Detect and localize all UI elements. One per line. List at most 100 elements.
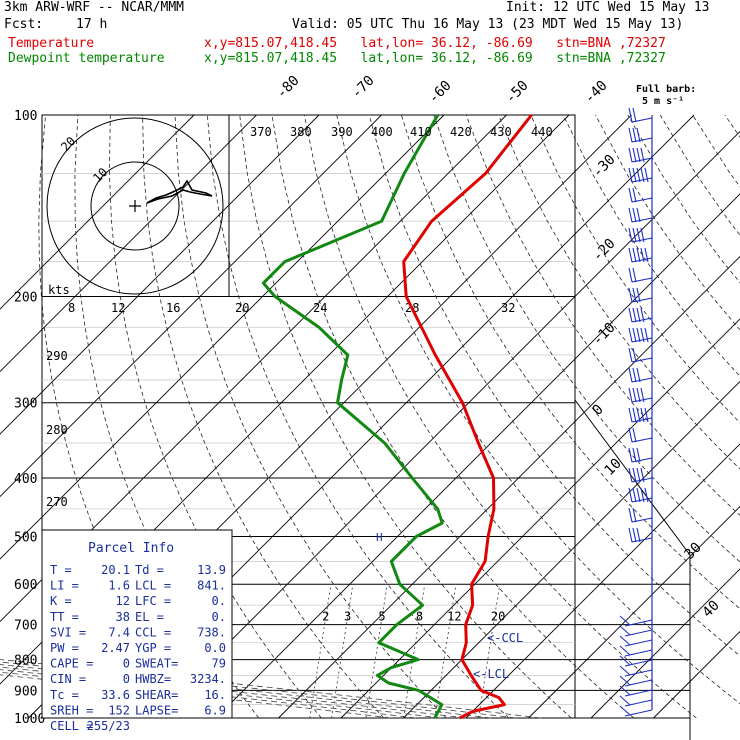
dry-adiabat (465, 114, 740, 516)
parcel-field-label: SVI = (50, 625, 86, 639)
forecast-label: Fcst: (4, 17, 44, 32)
parcel-field-value: 0.0 (204, 641, 226, 655)
parcel-field-value: 6.9 (204, 703, 226, 717)
isotherm-line (0, 114, 445, 560)
wind-barb-icon (628, 347, 653, 363)
wind-barb-icon (619, 625, 653, 637)
pressure-tick-label: 900 (14, 684, 37, 699)
isotherm-line (590, 568, 740, 719)
parcel-field-value: 255/23 (87, 719, 130, 733)
dewpoint-legend-info: x,y=815.07,418.45 lat,lon= 36.12, -86.69… (204, 51, 666, 66)
isotherm-line (465, 443, 740, 719)
parcel-field-label: HWBZ= (135, 672, 171, 686)
isotherm-label: -80 (274, 73, 303, 102)
dry-adiabat (142, 114, 385, 719)
parcel-field-value: 2.47 (101, 641, 130, 655)
wind-barb-icon (619, 615, 653, 627)
parcel-field-label: LI = (50, 579, 79, 593)
theta-label: 380 (290, 125, 312, 139)
pressure-tick-label: 400 (14, 472, 37, 487)
isotherm-label: -20 (590, 236, 619, 265)
parcel-field-label: YGP = (135, 641, 171, 655)
parcel-field-label: CIN = (50, 672, 86, 686)
parcel-field-label: LAPSE= (135, 703, 178, 717)
mixing-ratio-label: 8 (416, 610, 423, 624)
wind-barb-icon (628, 147, 653, 163)
wind-barb-icon (619, 705, 653, 717)
parcel-field-label: EL = (135, 610, 164, 624)
parcel-field-value: 738. (197, 625, 226, 639)
init-time: Init: 12 UTC Wed 15 May 13 (506, 0, 710, 15)
wind-barb-icon (619, 645, 653, 657)
hodo-ring-label: 20 (58, 134, 78, 154)
forecast-hour: 17 h (76, 17, 108, 32)
isotherm-label: -70 (349, 73, 378, 102)
wind-barb-icon (628, 287, 653, 303)
parcel-field-value: 16. (204, 688, 226, 702)
wind-barb-icon (619, 655, 653, 667)
hodo-speed-label: 32 (501, 301, 515, 315)
dry-adiabat (401, 114, 740, 610)
parcel-field-label: PW = (50, 641, 79, 655)
dry-adiabat (498, 114, 740, 470)
theta-label: 430 (490, 125, 512, 139)
parcel-field-label: CELL = (50, 719, 93, 733)
hodo-trace (146, 179, 213, 204)
isotherm-label: -50 (503, 78, 532, 107)
isotherm-line (153, 130, 740, 719)
parcel-field-value: 841. (197, 579, 226, 593)
parcel-field-label: LCL = (135, 579, 171, 593)
pressure-tick-label: 800 (14, 654, 37, 669)
hodo-ring-icon (90, 161, 180, 251)
mixing-ratio-label: 3 (344, 610, 351, 624)
lcl-label: <-LCL (473, 667, 509, 681)
hodo-speed-label: 16 (166, 301, 180, 315)
parcel-field-value: 1.6 (108, 579, 130, 593)
hodo-speed-label: 24 (313, 301, 327, 315)
wind-barb-icon (628, 227, 653, 243)
parcel-field-label: SWEAT= (135, 657, 178, 671)
hodo-units-label: kts (48, 283, 70, 297)
parcel-field-value: 20.1 (101, 563, 130, 577)
wind-barb-icon (628, 267, 653, 283)
wind-barb-icon (628, 207, 653, 223)
dry-adiabat (433, 114, 740, 563)
parcel-field-label: K = (50, 594, 72, 608)
isotherm-line (278, 255, 740, 719)
temperature-profile (402, 114, 533, 720)
parcel-field-label: CAPE = (50, 657, 93, 671)
theta-label: 390 (331, 125, 353, 139)
pressure-tick-label: 500 (14, 530, 37, 545)
hodo-origin-icon (129, 200, 141, 212)
isotherm-line (0, 114, 382, 498)
wind-barb-icon (628, 387, 653, 403)
parcel-field-value: 3234. (190, 672, 226, 686)
parcel-field-label: LFC = (135, 594, 171, 608)
theta-side-label: 270 (46, 495, 68, 509)
wind-barb-icon (628, 487, 653, 503)
theta-side-label: 290 (46, 349, 68, 363)
parcel-field-value: 13.9 (197, 563, 226, 577)
dry-adiabat (271, 114, 635, 719)
wind-barb-icon (628, 427, 653, 443)
isotherm-line (0, 114, 507, 623)
dry-adiabat (239, 114, 572, 719)
dry-adiabat (692, 114, 740, 188)
mixing-ratio-label: 2 (322, 610, 329, 624)
hodo-speed-label: 8 (68, 301, 75, 315)
full-barb-units: 5 m s⁻¹ (642, 96, 684, 107)
parcel-field-value: 7.4 (108, 625, 130, 639)
dry-adiabat (304, 114, 697, 719)
parcel-field-value: 79 (212, 657, 226, 671)
parcel-field-value: 12 (116, 594, 130, 608)
parcel-field-value: 0 (123, 672, 130, 686)
theta-label: 410 (410, 125, 432, 139)
parcel-field-value: 38 (116, 610, 130, 624)
isotherm-line (0, 114, 195, 310)
dry-adiabat (724, 114, 740, 138)
parcel-field-label: Td = (135, 563, 164, 577)
isotherm-line (403, 380, 740, 719)
dry-adiabat (174, 114, 447, 719)
mixing-ratio-line (365, 584, 388, 719)
